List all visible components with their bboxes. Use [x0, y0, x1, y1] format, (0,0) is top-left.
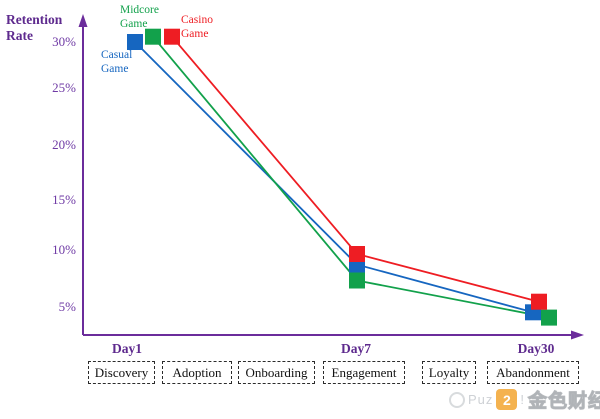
data-point-casino-game-day7: [349, 246, 365, 262]
stage-box-abandonment: Abandonment: [487, 361, 579, 384]
series-label-casino-game: Casino Game: [181, 14, 213, 40]
watermark: Puz 2 ! 金色财经: [449, 385, 600, 414]
data-point-casino-game-day1: [164, 28, 180, 45]
watermark-separator-text: !: [520, 392, 526, 407]
series-line-casual-game: [134, 41, 534, 314]
watermark-emblem-icon: [449, 391, 465, 408]
y-axis-arrowhead: [78, 14, 88, 27]
x-axis-arrowhead: [571, 330, 584, 340]
watermark-prefix-text: Puz: [468, 392, 494, 407]
x-tick-day30: Day30: [517, 341, 555, 356]
data-point-midcore-game-day30: [541, 309, 557, 326]
data-point-casino-game-day30: [531, 293, 547, 310]
stage-box-adoption: Adoption: [162, 361, 232, 384]
watermark-brand-text: 金色财经: [528, 391, 600, 413]
data-point-casual-game-day1: [127, 34, 143, 50]
data-point-midcore-game-day1: [145, 28, 161, 45]
series-label-casual-game: Casual Game: [101, 49, 133, 75]
stage-box-loyalty: Loyalty: [422, 361, 476, 384]
y-tick-label: 15%: [52, 192, 76, 207]
y-tick-label: 10%: [52, 242, 76, 257]
series-label-midcore-game: Midcore Game: [120, 4, 159, 30]
stage-box-onboarding: Onboarding: [238, 361, 315, 384]
y-tick-label: 25%: [52, 80, 76, 95]
y-tick-label: 5%: [58, 299, 76, 314]
jinse-finance-logo-icon: 2: [496, 389, 518, 410]
x-tick-day1: Day1: [112, 341, 142, 356]
x-tick-day7: Day7: [341, 341, 371, 356]
stage-box-engagement: Engagement: [323, 361, 405, 384]
y-axis-title: Retention Rate: [6, 12, 63, 43]
y-tick-label: 20%: [52, 137, 76, 152]
stage-box-discovery: Discovery: [88, 361, 155, 384]
data-point-midcore-game-day7: [349, 272, 365, 289]
y-tick-label: 30%: [52, 34, 76, 49]
